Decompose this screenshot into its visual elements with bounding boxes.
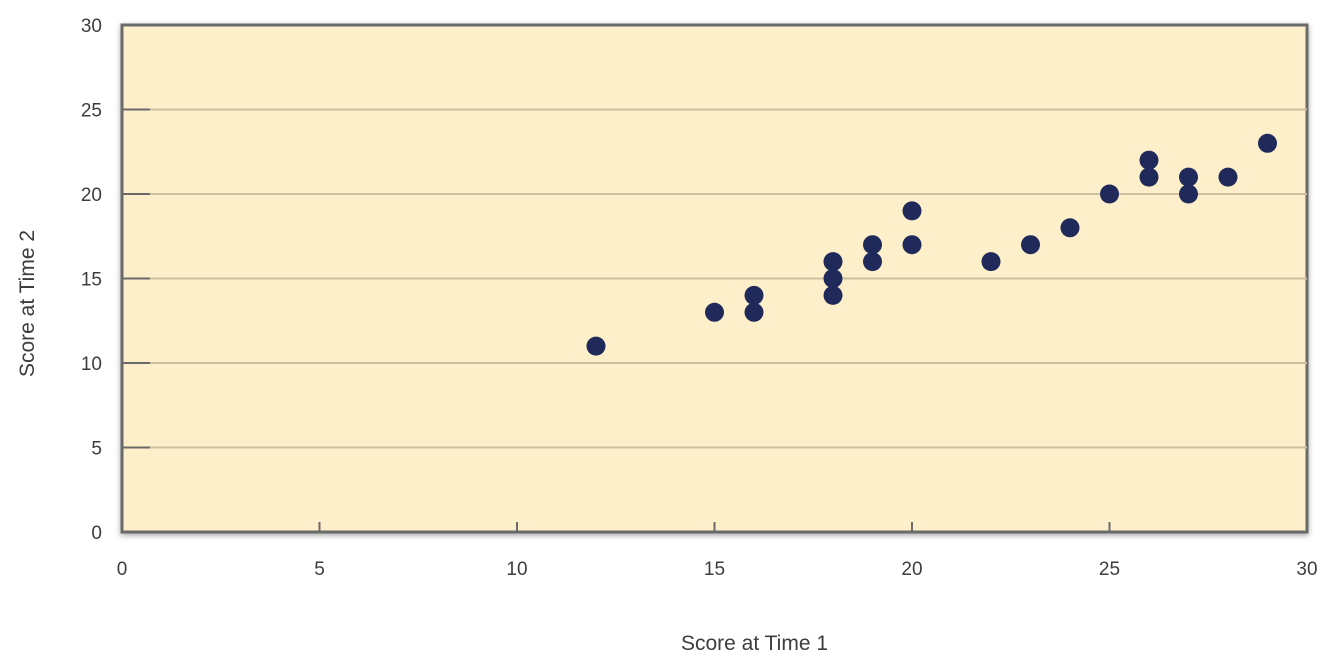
y-axis-tick-labels: 0 5 10 15 20 25 30 xyxy=(81,16,102,544)
data-point xyxy=(1179,184,1198,204)
data-point xyxy=(1258,133,1277,153)
data-point xyxy=(902,201,922,221)
gridlines xyxy=(122,108,1307,449)
data-point xyxy=(744,285,764,305)
y-tick-label-15: 15 xyxy=(81,270,102,291)
data-point xyxy=(1179,167,1198,187)
x-tick-label-5: 5 xyxy=(314,559,325,580)
x-tick-label-25: 25 xyxy=(1099,559,1120,580)
x-axis-title: Score at Time 1 xyxy=(681,632,828,655)
y-tick-label-20: 20 xyxy=(81,185,102,206)
axis-ticks xyxy=(122,24,1111,533)
data-point xyxy=(705,302,724,322)
data-point xyxy=(1100,184,1119,204)
x-tick-label-10: 10 xyxy=(506,559,527,580)
x-tick-label-20: 20 xyxy=(901,559,922,580)
data-point xyxy=(744,302,764,322)
y-tick-label-5: 5 xyxy=(91,439,102,460)
x-axis-tick-labels: 0 5 10 15 20 25 30 xyxy=(117,559,1318,580)
data-point xyxy=(1060,218,1080,238)
data-point xyxy=(1218,167,1238,187)
data-point xyxy=(823,269,843,288)
data-points xyxy=(586,133,1277,356)
y-tick-label-25: 25 xyxy=(81,101,102,122)
data-point xyxy=(863,235,882,255)
data-point xyxy=(586,336,606,356)
data-point xyxy=(863,252,882,272)
y-tick-label-30: 30 xyxy=(81,16,102,37)
data-point xyxy=(1139,150,1159,170)
data-point xyxy=(1021,235,1040,255)
data-point xyxy=(981,252,1001,272)
data-point xyxy=(823,285,843,305)
data-point xyxy=(1139,167,1159,187)
data-point xyxy=(823,252,843,272)
x-tick-label-0: 0 xyxy=(117,559,128,580)
x-tick-label-30: 30 xyxy=(1296,559,1317,580)
y-axis-title: Score at Time 2 xyxy=(16,230,39,377)
y-tick-label-10: 10 xyxy=(81,354,102,375)
data-point xyxy=(902,235,922,255)
x-tick-label-15: 15 xyxy=(704,559,725,580)
y-tick-label-0: 0 xyxy=(91,523,102,544)
